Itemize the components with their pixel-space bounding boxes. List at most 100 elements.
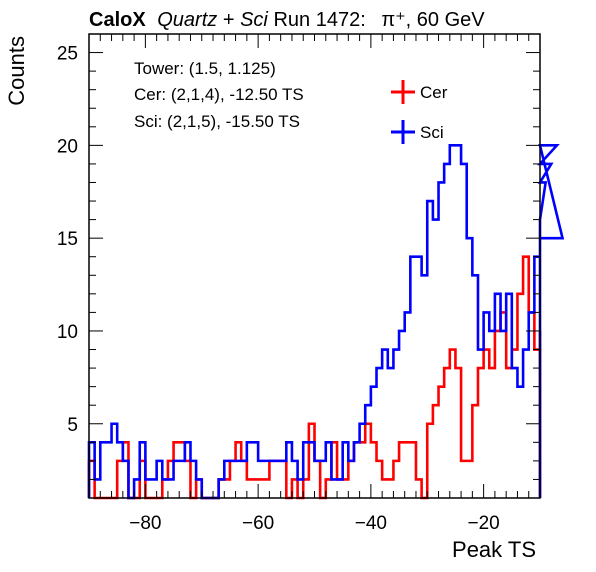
y-tick-label: 20 — [57, 136, 78, 157]
bin-sci-35 — [286, 442, 292, 498]
series-sci — [87, 144, 565, 500]
title-plus: + — [223, 9, 240, 31]
bin-sci-45 — [343, 442, 349, 498]
bin-sci-79 — [534, 257, 540, 498]
bin-sci-67 — [467, 238, 473, 498]
x-axis-title: Peak TS — [452, 537, 536, 562]
legend-label-sci: Sci — [420, 123, 444, 142]
bin-sci-26 — [236, 461, 242, 498]
title-run: Run 1472: — [273, 9, 365, 31]
bin-sci-16 — [179, 461, 185, 498]
bin-sci-74 — [506, 294, 512, 498]
y-tick-label: 15 — [57, 229, 78, 250]
bin-sci-36 — [292, 461, 298, 498]
x-axis-ticks: −80 −60 −40 −20 — [88, 34, 541, 534]
bin-sci-23 — [219, 479, 225, 498]
x-tick-label: −20 — [468, 513, 500, 534]
bin-sci-30 — [258, 461, 264, 498]
x-tick-label: −40 — [355, 513, 387, 534]
bin-sci-41 — [320, 461, 326, 498]
bin-sci-60 — [427, 201, 433, 498]
bin-sci-15 — [174, 461, 180, 498]
bin-sci-52 — [382, 350, 388, 498]
bin-sci-49 — [365, 405, 371, 498]
bin-sci-62 — [439, 182, 445, 498]
info-tower: Tower: (1.5, 1.125) — [134, 59, 276, 78]
bin-sci-69 — [478, 350, 484, 498]
bin-sci-5 — [117, 442, 123, 498]
bin-sci-12 — [157, 461, 163, 498]
bin-sci-10 — [145, 479, 151, 498]
bin-sci-57 — [410, 257, 416, 498]
bin-sci-46 — [348, 461, 354, 498]
y-tick-label: 25 — [57, 44, 78, 65]
y-tick-label: 10 — [57, 322, 78, 343]
bin-sci-3 — [106, 442, 112, 498]
bin-sci-9 — [140, 442, 146, 498]
series-layer — [87, 144, 565, 500]
bin-sci-25 — [230, 461, 236, 498]
bin-sci-72 — [495, 294, 501, 498]
bin-sci-27 — [241, 461, 247, 498]
y-axis-ticks: 5 10 15 20 25 — [57, 33, 540, 499]
bin-sci-56 — [405, 312, 411, 498]
bin-sci-65 — [455, 145, 461, 498]
bin-sci-19 — [196, 479, 202, 498]
title-quartz: Quartz — [157, 9, 217, 31]
legend: Cer Sci — [391, 80, 448, 144]
bin-sci-43 — [331, 479, 337, 498]
y-tick-label: 5 — [67, 415, 78, 436]
bin-sci-73 — [501, 331, 507, 498]
series-line-sci — [87, 144, 565, 500]
bin-sci-47 — [354, 442, 360, 498]
bin-sci-37 — [298, 479, 304, 498]
bin-sci-75 — [512, 368, 518, 498]
legend-entry-cer: Cer — [391, 80, 448, 104]
y-axis-title: Counts — [4, 36, 29, 106]
bin-sci-14 — [168, 479, 174, 498]
legend-label-cer: Cer — [420, 83, 448, 102]
title-sci: Sci — [240, 9, 268, 31]
bin-sci-71 — [489, 331, 495, 498]
bin-sci-63 — [444, 164, 450, 498]
bin-sci-58 — [416, 257, 422, 498]
bin-sci-64 — [450, 145, 456, 498]
bin-sci-42 — [326, 442, 332, 498]
bin-sci-61 — [433, 220, 439, 498]
bin-sci-39 — [309, 442, 315, 498]
bin-sci-76 — [517, 387, 523, 498]
bin-sci-54 — [393, 350, 399, 498]
bin-sci-24 — [224, 461, 230, 498]
bin-sci-6 — [123, 461, 129, 498]
bin-sci-34 — [281, 461, 287, 498]
bin-sci-48 — [360, 424, 366, 498]
bin-sci-18 — [190, 461, 196, 498]
bin-sci-68 — [472, 275, 478, 498]
bin-sci-40 — [315, 461, 321, 498]
bin-sci-66 — [461, 164, 467, 498]
bin-sci-31 — [264, 461, 270, 498]
series-cer — [87, 255, 542, 500]
bin-sci-32 — [269, 461, 275, 498]
bin-sci-38 — [303, 442, 309, 498]
bin-sci-70 — [484, 312, 490, 498]
bin-sci-55 — [399, 331, 405, 498]
info-sci: Sci: (2,1,5), -15.50 TS — [134, 112, 300, 131]
plot-area: −80 −60 −40 −20 5 10 15 20 25 — [57, 33, 565, 534]
bin-sci-13 — [162, 479, 168, 498]
bin-sci-50 — [371, 387, 377, 498]
chart-title: CaloX Quartz + Sci Run 1472: π⁺, 60 GeV — [89, 9, 485, 31]
bin-sci-51 — [377, 368, 383, 498]
bin-sci-29 — [252, 442, 258, 498]
bin-sci-17 — [185, 442, 191, 498]
bin-sci-2 — [100, 442, 106, 498]
x-tick-label: −80 — [129, 513, 161, 534]
bin-sci-53 — [388, 368, 394, 498]
bin-sci-4 — [112, 424, 118, 498]
bin-sci-33 — [275, 461, 281, 498]
bin-sci-44 — [337, 479, 343, 498]
legend-entry-sci: Sci — [391, 120, 444, 144]
x-tick-label: −60 — [242, 513, 274, 534]
bin-sci-8 — [134, 479, 140, 498]
